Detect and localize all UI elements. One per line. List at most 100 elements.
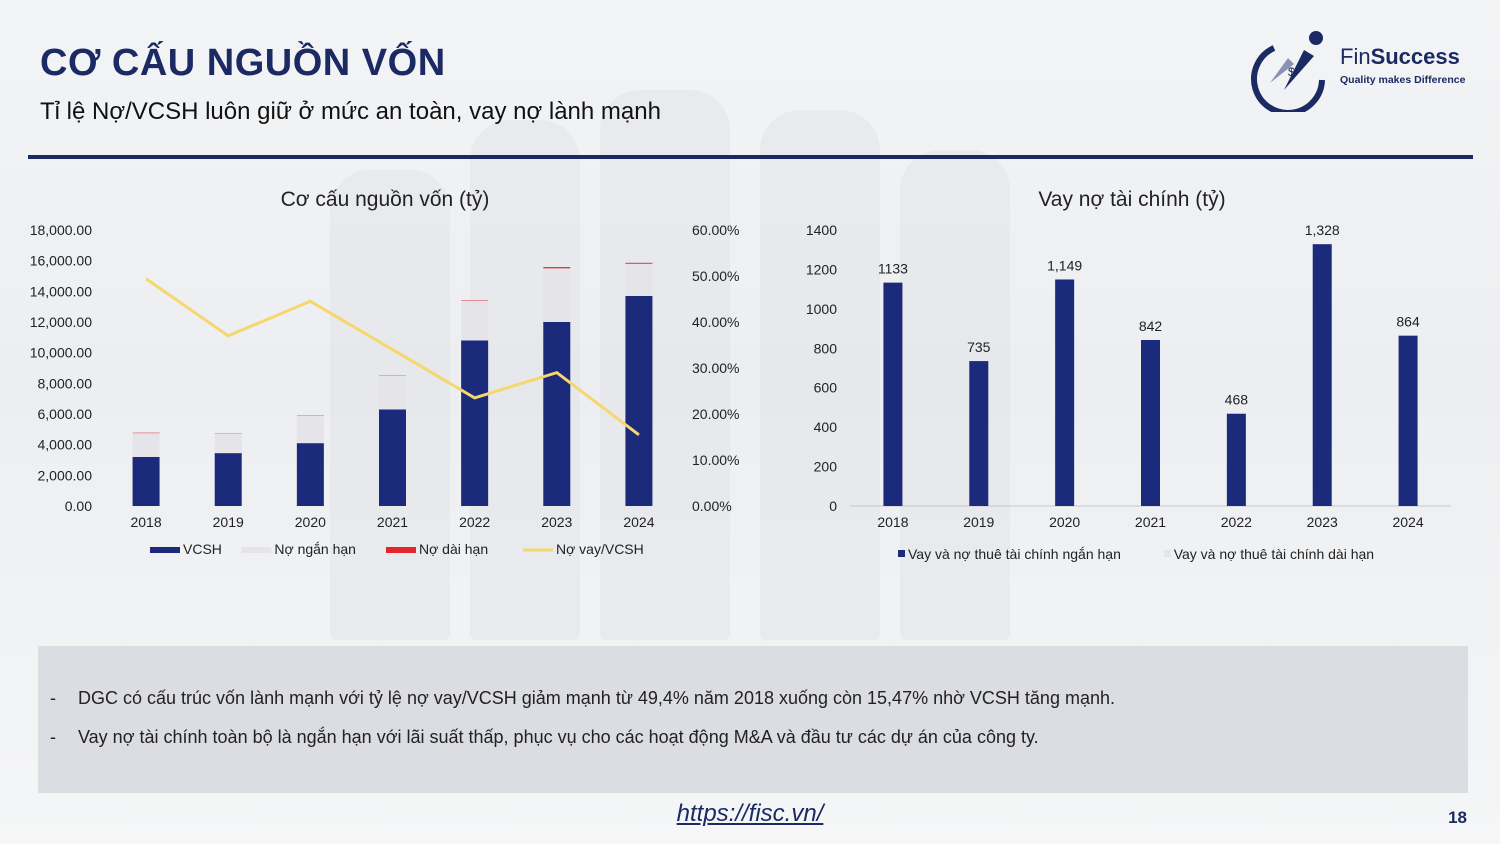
- x-tick-label: 2019: [963, 514, 994, 530]
- data-label: 1133: [878, 261, 908, 277]
- x-tick-label: 2018: [877, 514, 908, 530]
- note-text: Vay nợ tài chính toàn bộ là ngắn hạn với…: [78, 727, 1039, 747]
- y-tick-label: 400: [814, 419, 838, 435]
- logo-name-part: Fin: [1340, 44, 1371, 69]
- bar-segment: [379, 409, 406, 506]
- background-figure: [600, 90, 730, 640]
- page-number: 18: [1448, 808, 1467, 827]
- bar-segment: [543, 322, 571, 506]
- x-tick-label: 2020: [1049, 514, 1080, 530]
- y-right-tick-label: 30.00%: [692, 360, 739, 376]
- x-tick-label: 2024: [1392, 514, 1423, 530]
- legend-swatch: [241, 547, 272, 553]
- y-left-tick-label: 16,000.00: [30, 253, 92, 269]
- bar-segment: [214, 433, 242, 454]
- bar-segment: [214, 453, 242, 506]
- bar-segment: [132, 456, 160, 506]
- y-left-tick-label: 14,000.00: [30, 283, 92, 299]
- bar-segment: [296, 415, 324, 444]
- legend-label: Vay và nợ thuê tài chính ngắn hạn: [908, 546, 1121, 562]
- y-left-tick-label: 8,000.00: [38, 375, 93, 391]
- x-tick-label: 2019: [213, 514, 244, 530]
- logo-name: FinSuccess: [1340, 44, 1460, 70]
- legend-label: Vay và nợ thuê tài chính dài hạn: [1174, 546, 1374, 562]
- y-right-tick-label: 40.00%: [692, 314, 739, 330]
- logo-name-part: Success: [1370, 44, 1460, 69]
- background-figure: [900, 150, 1010, 640]
- y-left-tick-label: 18,000.00: [30, 222, 92, 238]
- notes-box: - DGC có cấu trúc vốn lành mạnh với tỷ lệ…: [38, 646, 1468, 793]
- data-label: 1,328: [1305, 222, 1340, 238]
- y-tick-label: 1200: [806, 261, 837, 277]
- finsuccess-logo: $ FinSuccess Quality makes Difference: [1244, 28, 1474, 112]
- x-tick-label: 2023: [541, 514, 572, 530]
- x-tick-label: 2022: [459, 514, 490, 530]
- logo-tagline: Quality makes Difference: [1340, 74, 1466, 86]
- bar-segment: [543, 267, 571, 269]
- x-tick-label: 2021: [1135, 514, 1166, 530]
- bar-segment: [625, 263, 653, 296]
- bar-segment: [379, 375, 406, 410]
- note-bullet: -: [50, 727, 56, 747]
- legend-swatch: [386, 547, 416, 553]
- y-left-tick-label: 4,000.00: [38, 437, 93, 453]
- note-bullet: -: [50, 688, 56, 708]
- x-tick-label: 2020: [295, 514, 326, 530]
- bar-segment: [461, 300, 489, 341]
- data-label: 864: [1396, 314, 1420, 330]
- chart-title: Vay nợ tài chính (tỷ): [1038, 188, 1225, 211]
- legend-swatch: [150, 547, 180, 553]
- y-tick-label: 200: [814, 459, 838, 475]
- bar-segment: [543, 268, 571, 322]
- note-item: - Vay nợ tài chính toàn bộ là ngắn hạn vớ…: [50, 727, 1039, 748]
- bar: [1398, 335, 1418, 506]
- bar: [1141, 340, 1160, 506]
- bar-segment: [625, 262, 653, 264]
- y-left-tick-label: 2,000.00: [38, 467, 93, 483]
- y-left-tick-label: 0.00: [65, 498, 92, 514]
- x-tick-label: 2021: [377, 514, 408, 530]
- legend-label: Nợ dài hạn: [419, 541, 488, 557]
- legend-label: Nợ vay/VCSH: [556, 541, 644, 557]
- legend-label: Nợ ngắn hạn: [274, 541, 356, 557]
- slide-title: CƠ CẤU NGUỒN VỐN: [40, 42, 446, 84]
- background-figure: [760, 110, 880, 640]
- note-text: DGC có cấu trúc vốn lành mạnh với tỷ lệ …: [78, 688, 1115, 708]
- x-tick-label: 2024: [623, 514, 654, 530]
- y-right-tick-label: 60.00%: [692, 222, 739, 238]
- y-tick-label: 800: [814, 340, 838, 356]
- y-left-tick-label: 6,000.00: [38, 406, 93, 422]
- y-right-tick-label: 0.00%: [692, 498, 732, 514]
- x-tick-label: 2023: [1307, 514, 1338, 530]
- legend-swatch: [1163, 550, 1171, 557]
- title-divider: [28, 155, 1473, 159]
- ratio-line: [145, 277, 640, 437]
- y-right-tick-label: 50.00%: [692, 268, 739, 284]
- data-label: 842: [1139, 318, 1163, 334]
- bar: [969, 361, 989, 506]
- capital-structure-chart: Cơ cấu nguồn vốn (tỷ) 0.00 2,000.00 4,000.0…: [30, 188, 740, 557]
- slide-subtitle: Tỉ lệ Nợ/VCSH luôn giữ ở mức an toàn, va…: [40, 98, 661, 125]
- bar-segment: [625, 295, 653, 506]
- data-label: 468: [1225, 392, 1249, 408]
- financial-debt-chart: Vay nợ tài chính (tỷ) 0 200 400 600 800 1000 12…: [806, 188, 1451, 562]
- bar: [1312, 244, 1332, 506]
- note-item: - DGC có cấu trúc vốn lành mạnh với tỷ lệ…: [50, 688, 1115, 709]
- legend-swatch: [898, 550, 905, 557]
- y-tick-label: 0: [829, 498, 837, 514]
- bar-segment: [461, 340, 489, 506]
- bar: [1055, 279, 1075, 506]
- data-label: 1,149: [1047, 257, 1082, 273]
- website-link[interactable]: https://fisc.vn/: [676, 800, 824, 827]
- bar-segment: [296, 443, 324, 506]
- y-left-tick-label: 10,000.00: [30, 345, 92, 361]
- bar: [1226, 413, 1246, 506]
- x-tick-label: 2018: [130, 514, 161, 530]
- y-right-tick-label: 20.00%: [692, 406, 739, 422]
- x-tick-label: 2022: [1221, 514, 1252, 530]
- bar: [883, 282, 903, 506]
- legend-label: VCSH: [183, 541, 222, 557]
- y-tick-label: 1000: [806, 301, 837, 317]
- bar-segment: [132, 433, 160, 457]
- y-left-tick-label: 12,000.00: [30, 314, 92, 330]
